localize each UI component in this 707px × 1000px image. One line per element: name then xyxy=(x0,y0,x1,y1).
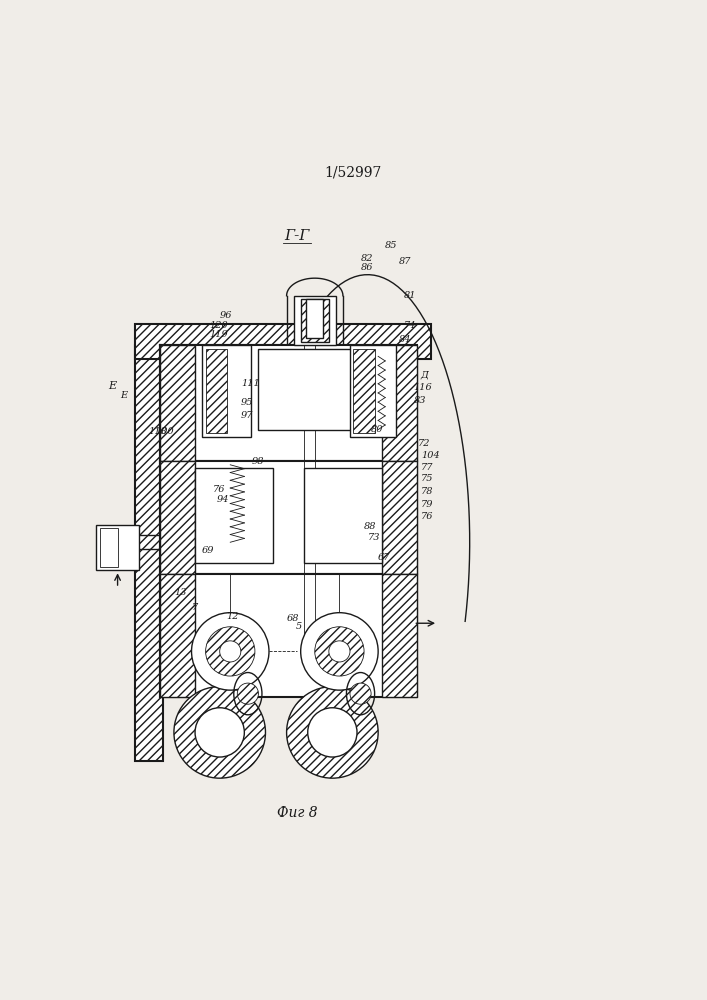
Bar xyxy=(160,574,417,697)
Bar xyxy=(305,299,323,338)
Text: 119: 119 xyxy=(209,330,228,339)
Text: 100: 100 xyxy=(155,427,174,436)
Text: 85: 85 xyxy=(385,241,398,250)
Bar xyxy=(354,349,375,433)
Text: 111: 111 xyxy=(241,379,259,388)
Circle shape xyxy=(174,687,265,778)
Circle shape xyxy=(329,641,350,662)
Text: 72: 72 xyxy=(419,439,431,448)
Text: 75: 75 xyxy=(421,474,433,483)
Text: 96: 96 xyxy=(220,311,232,320)
Bar xyxy=(135,345,163,761)
Bar xyxy=(135,324,431,359)
Bar xyxy=(382,461,417,574)
Text: 88: 88 xyxy=(364,522,377,531)
Text: 98: 98 xyxy=(252,457,264,466)
Text: 12: 12 xyxy=(227,612,239,621)
Text: 68: 68 xyxy=(286,614,299,623)
Text: 80: 80 xyxy=(371,425,384,434)
Text: 76: 76 xyxy=(213,485,225,494)
Text: 74: 74 xyxy=(404,321,416,330)
Bar xyxy=(382,574,417,697)
Bar xyxy=(160,461,195,574)
Circle shape xyxy=(206,627,255,676)
Circle shape xyxy=(195,708,245,757)
Bar xyxy=(382,345,417,461)
Bar xyxy=(293,296,336,345)
Text: 69: 69 xyxy=(202,546,215,555)
Bar xyxy=(160,461,417,574)
Bar xyxy=(160,574,195,697)
Text: 86: 86 xyxy=(361,263,373,272)
Bar xyxy=(350,345,396,437)
Bar xyxy=(160,345,195,461)
Bar xyxy=(100,528,117,567)
Circle shape xyxy=(350,683,371,704)
Text: 1/52997: 1/52997 xyxy=(325,166,382,180)
Text: 94: 94 xyxy=(216,495,228,504)
Text: Д: Д xyxy=(421,370,428,379)
Text: 116: 116 xyxy=(414,383,432,392)
Text: 78: 78 xyxy=(421,487,433,496)
Text: Г-Г: Г-Г xyxy=(284,229,310,243)
Text: 120: 120 xyxy=(209,321,228,330)
Text: 83: 83 xyxy=(414,396,426,405)
Text: 104: 104 xyxy=(422,451,440,460)
Circle shape xyxy=(192,613,269,690)
Text: 87: 87 xyxy=(399,257,411,266)
Bar xyxy=(195,468,272,563)
Circle shape xyxy=(286,687,378,778)
Circle shape xyxy=(308,708,357,757)
Bar xyxy=(259,349,371,430)
Bar xyxy=(202,345,252,437)
Circle shape xyxy=(220,641,241,662)
Text: 7: 7 xyxy=(192,603,198,612)
Text: 84: 84 xyxy=(399,335,411,344)
Text: 97: 97 xyxy=(241,411,253,420)
Text: 118: 118 xyxy=(148,427,167,436)
Text: E: E xyxy=(109,381,117,391)
Text: 67: 67 xyxy=(378,553,391,562)
Bar xyxy=(300,299,329,342)
Text: 79: 79 xyxy=(421,500,433,509)
Bar xyxy=(160,345,417,461)
Text: Фиг 8: Фиг 8 xyxy=(277,806,317,820)
Text: 82: 82 xyxy=(361,254,373,263)
Bar xyxy=(206,349,227,433)
Text: 81: 81 xyxy=(404,291,416,300)
Bar xyxy=(96,525,139,570)
Circle shape xyxy=(300,613,378,690)
Text: 13: 13 xyxy=(174,588,187,597)
Text: 76: 76 xyxy=(421,512,433,521)
Text: 77: 77 xyxy=(421,463,433,472)
Text: 95: 95 xyxy=(241,398,253,407)
Text: E: E xyxy=(119,391,127,400)
Bar xyxy=(304,468,382,563)
Text: 5: 5 xyxy=(296,622,302,631)
Text: 73: 73 xyxy=(368,533,380,542)
Circle shape xyxy=(238,683,259,704)
Circle shape xyxy=(315,627,364,676)
